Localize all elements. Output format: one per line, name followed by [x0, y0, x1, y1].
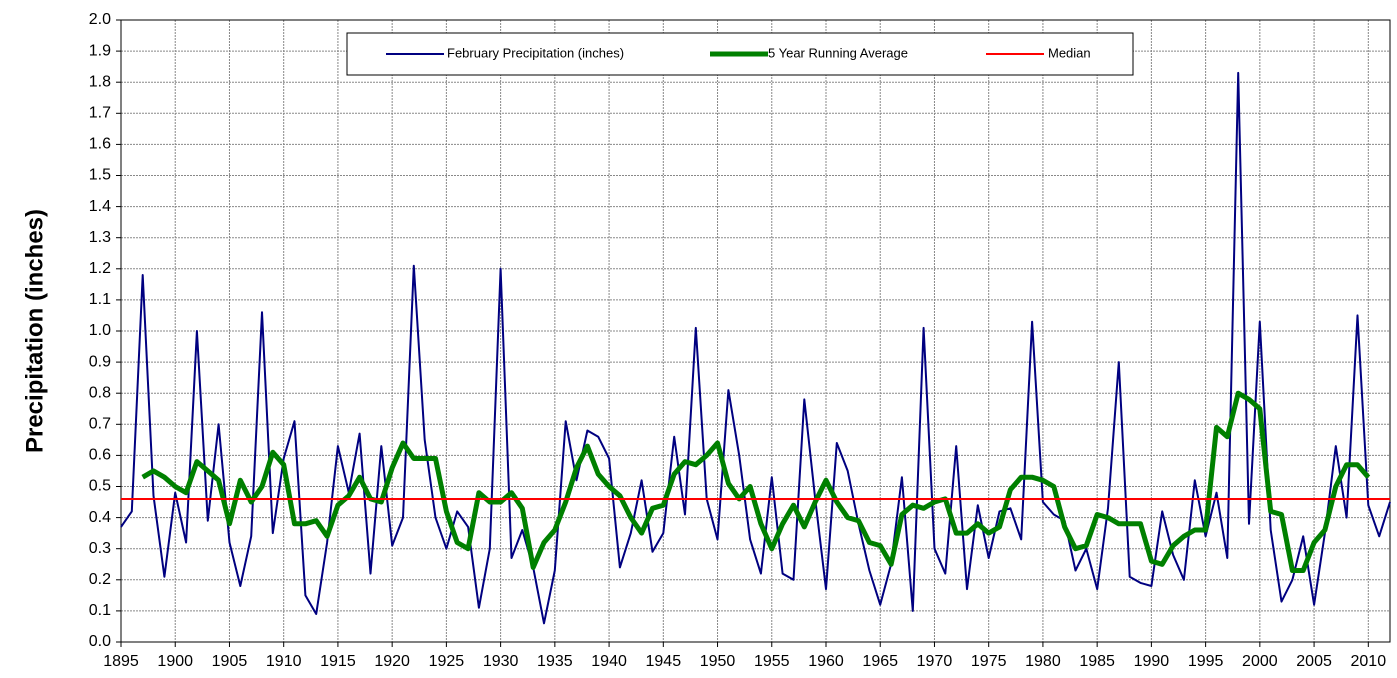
- x-tick-label: 1930: [483, 653, 519, 670]
- x-tick-label: 2010: [1351, 653, 1387, 670]
- y-tick-label: 1.8: [89, 73, 111, 90]
- y-tick-label: 1.7: [89, 105, 111, 122]
- x-tick-label: 1970: [917, 653, 953, 670]
- x-tick-label: 2005: [1296, 653, 1332, 670]
- y-tick-label: 0.6: [89, 447, 111, 464]
- legend-label: Median: [1048, 45, 1091, 60]
- y-tick-label: 0.2: [89, 571, 111, 588]
- x-tick-label: 1995: [1188, 653, 1224, 670]
- x-tick-label: 1905: [212, 653, 248, 670]
- y-tick-label: 1.5: [89, 167, 111, 184]
- x-tick-label: 1985: [1079, 653, 1115, 670]
- x-tick-label: 1900: [157, 653, 193, 670]
- y-tick-label: 0.1: [89, 602, 111, 619]
- y-tick-label: 1.6: [89, 136, 111, 153]
- y-tick-label: 1.9: [89, 42, 111, 59]
- y-tick-label: 0.4: [89, 509, 111, 526]
- x-tick-label: 1965: [862, 653, 898, 670]
- x-tick-label: 1910: [266, 653, 302, 670]
- x-tick-label: 1925: [429, 653, 465, 670]
- x-tick-label: 1935: [537, 653, 573, 670]
- x-tick-label: 2000: [1242, 653, 1278, 670]
- y-tick-label: 0.5: [89, 478, 111, 495]
- x-tick-label: 1915: [320, 653, 356, 670]
- data-line: [120, 71, 1391, 625]
- y-tick-label: 0.9: [89, 353, 111, 370]
- x-tick-label: 1945: [646, 653, 682, 670]
- x-tick-label: 1955: [754, 653, 790, 670]
- y-tick-label: 1.1: [89, 291, 111, 308]
- plot-frame: [120, 19, 1391, 643]
- data-line: [141, 390, 1371, 573]
- y-tick-label: 0.0: [89, 633, 111, 650]
- y-tick-label: 0.8: [89, 384, 111, 401]
- y-tick-label: 1.0: [89, 322, 111, 339]
- legend-label: February Precipitation (inches): [447, 45, 624, 60]
- y-tick-label: 1.3: [89, 229, 111, 246]
- y-tick-label: 1.2: [89, 260, 111, 277]
- x-tick-label: 1975: [971, 653, 1007, 670]
- x-tick-label: 1950: [700, 653, 736, 670]
- x-tick-label: 1940: [591, 653, 627, 670]
- x-tick-label: 1990: [1134, 653, 1170, 670]
- y-tick-label: 0.3: [89, 540, 111, 557]
- legend-label: 5 Year Running Average: [768, 45, 908, 60]
- x-tick-label: 1980: [1025, 653, 1061, 670]
- y-tick-label: 1.4: [89, 198, 111, 215]
- x-tick-label: 1920: [374, 653, 410, 670]
- y-tick-label: 0.7: [89, 416, 111, 433]
- x-tick-label: 1960: [808, 653, 844, 670]
- y-axis-label: Precipitation (inches): [21, 209, 48, 453]
- y-tick-label: 2.0: [89, 11, 111, 28]
- x-tick-label: 1895: [103, 653, 139, 670]
